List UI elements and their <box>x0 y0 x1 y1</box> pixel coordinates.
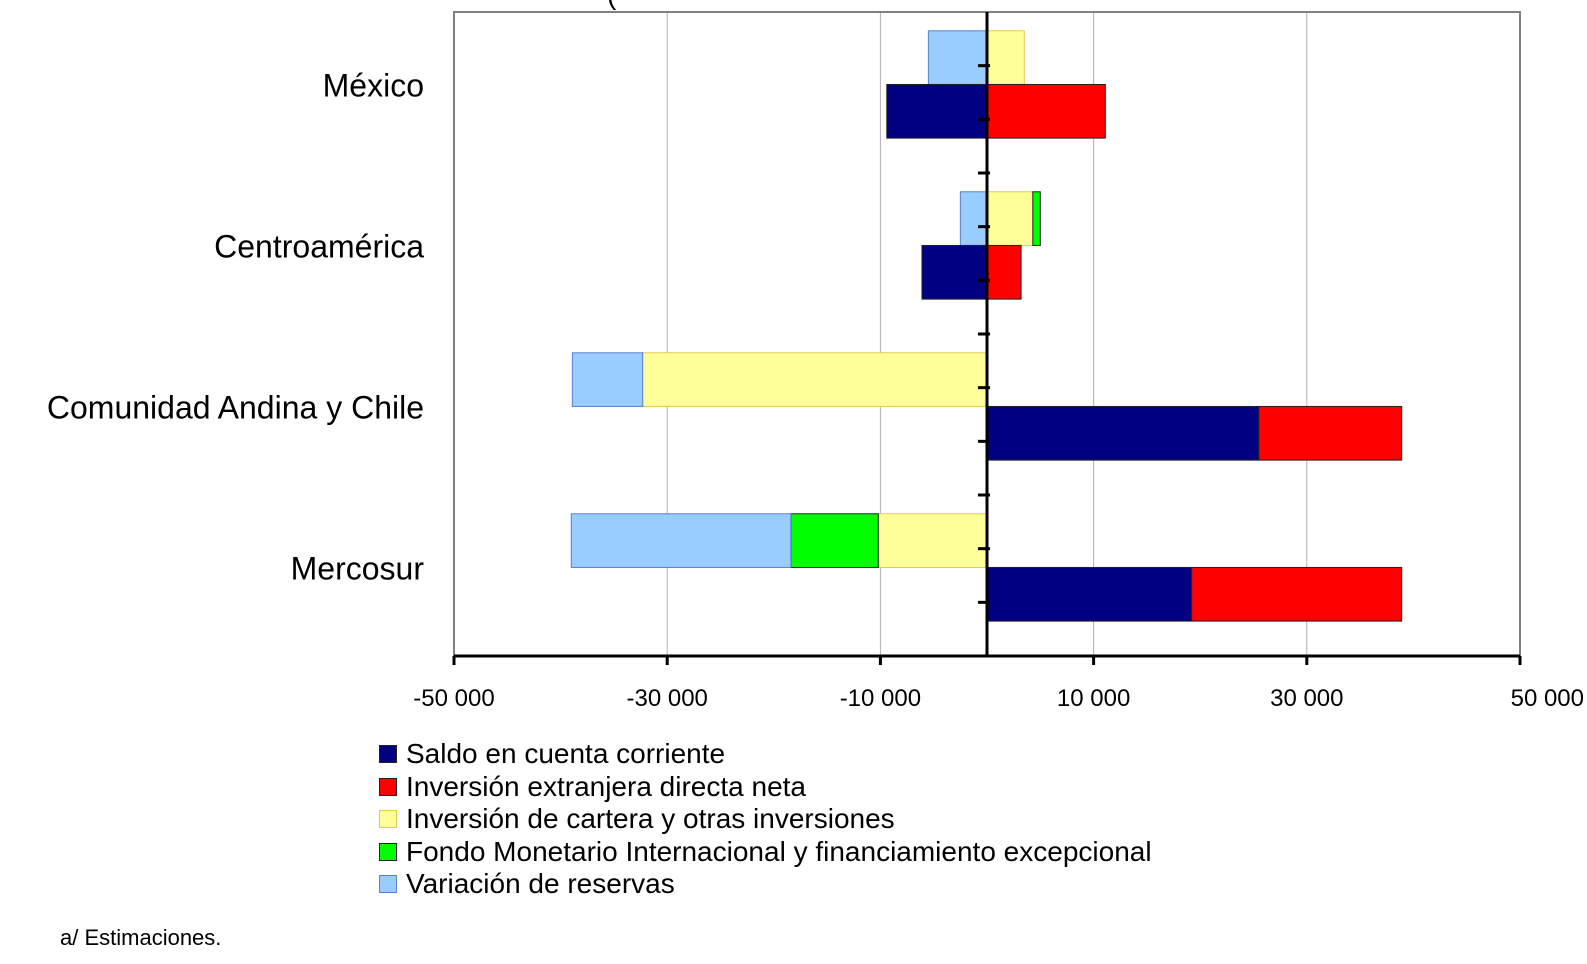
bar-segment <box>1191 566 1403 622</box>
legend-label: Saldo en cuenta corriente <box>406 738 726 770</box>
bar-segment <box>1032 191 1041 246</box>
category-label: México <box>323 67 424 103</box>
legend-item: Fondo Monetario Internacional y financia… <box>379 836 1152 869</box>
x-tick-label: -50 000 <box>413 685 494 712</box>
bar-segment <box>570 513 792 568</box>
x-tick-label: 30 000 <box>1270 685 1343 712</box>
legend-swatch <box>379 842 397 861</box>
category-label: Centroamérica <box>214 228 424 264</box>
bar-segment <box>642 352 988 407</box>
bar-segment <box>986 405 1260 461</box>
axes <box>452 12 1522 665</box>
category-labels: México Centroamérica Comunidad Andina y Ch… <box>47 67 424 586</box>
legend-swatch <box>379 810 397 829</box>
legend-swatch <box>379 875 397 894</box>
legend-label: Inversión extranjera directa neta <box>406 770 806 802</box>
legend-item: Variación de reservas <box>379 868 1152 901</box>
tick-labels: -50 000 -30 000 -10 000 10 000 30 000 50 000 <box>413 685 1584 712</box>
bar-segment <box>986 244 1022 300</box>
bar-segment <box>921 244 988 300</box>
bar-segment <box>571 352 644 407</box>
bar-segment <box>986 566 1193 622</box>
legend-item: Inversión de cartera y otras inversiones <box>379 803 1152 836</box>
legend-label: Inversión de cartera y otras inversiones <box>406 803 895 835</box>
legend-swatch <box>379 745 397 764</box>
bar-segment <box>877 513 988 568</box>
x-tick-label: -10 000 <box>840 685 921 712</box>
legend: Saldo en cuenta corriente Inversión extra… <box>379 738 1152 901</box>
legend-item: Saldo en cuenta corriente <box>379 738 1152 771</box>
category-label: Mercosur <box>291 550 425 586</box>
bar-segment <box>959 191 988 246</box>
x-tick-label: -30 000 <box>626 685 707 712</box>
x-tick-label: 10 000 <box>1057 685 1130 712</box>
bar-segment <box>1258 405 1403 461</box>
bar-segment <box>986 30 1025 85</box>
bar-segment <box>986 191 1034 246</box>
bar-segment <box>886 83 988 139</box>
legend-label: Variación de reservas <box>406 868 675 900</box>
bar-segment <box>790 513 879 568</box>
legend-label: Fondo Monetario Internacional y financia… <box>406 835 1152 867</box>
bar-segment <box>986 83 1106 139</box>
bars <box>570 30 1403 622</box>
footnote: a/ Estimaciones. <box>60 925 222 950</box>
x-tick-label: 50 000 <box>1511 685 1584 712</box>
legend-swatch <box>379 777 397 796</box>
category-label: Comunidad Andina y Chile <box>47 389 424 425</box>
chart-title-fragment: ( <box>607 0 617 10</box>
bar-segment <box>927 30 988 85</box>
legend-item: Inversión extranjera directa neta <box>379 771 1152 804</box>
